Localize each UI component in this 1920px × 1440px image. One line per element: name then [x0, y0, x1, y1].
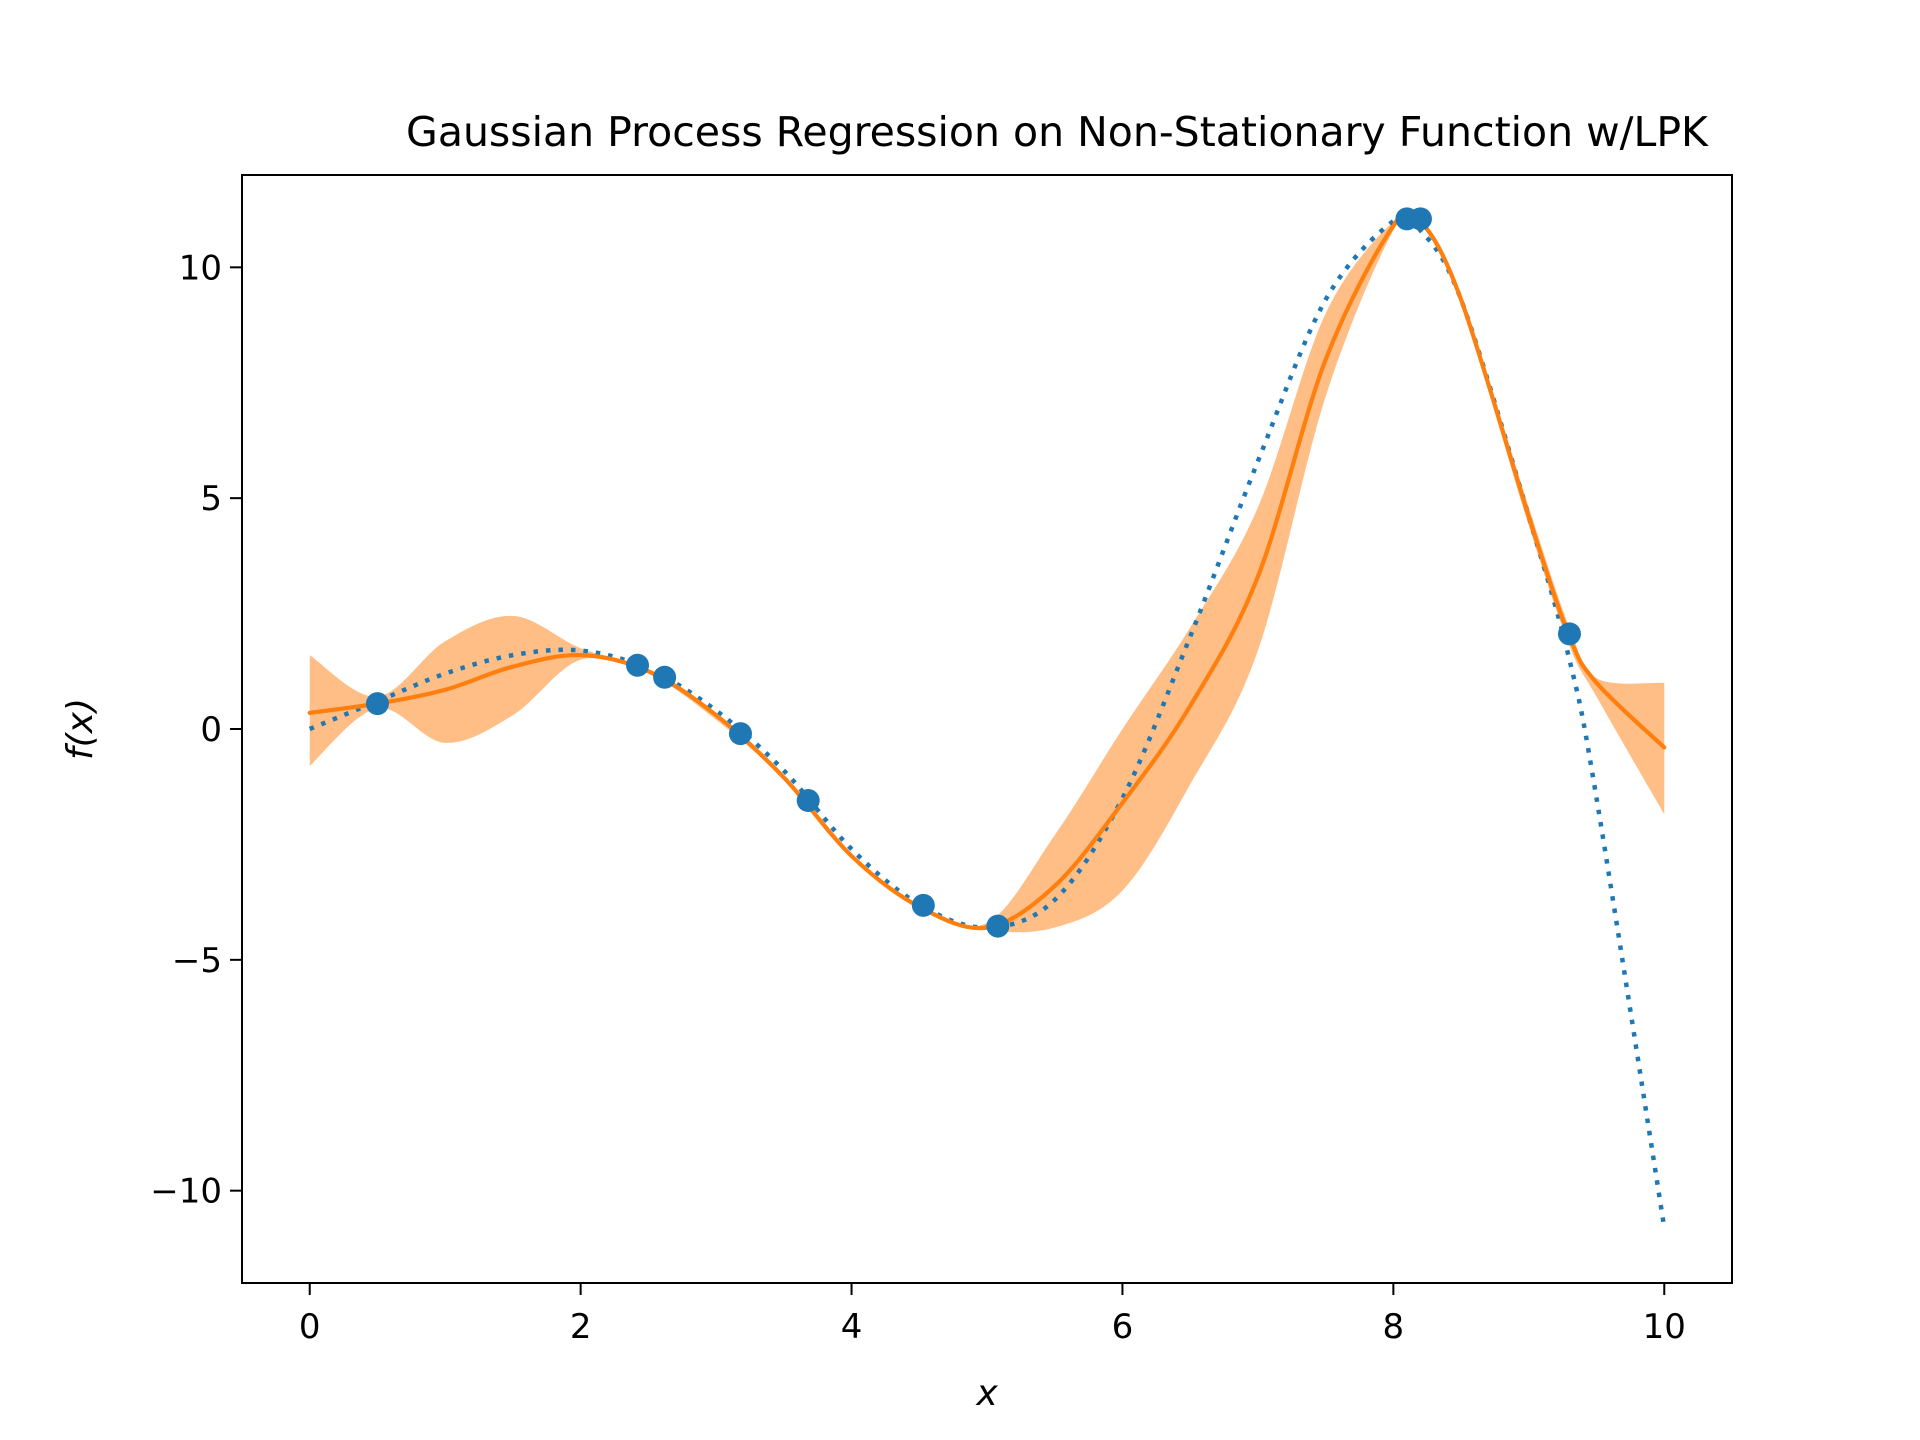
- x-axis-label: x: [975, 1373, 998, 1414]
- observation-point: [986, 914, 1010, 938]
- observation-point: [626, 653, 650, 677]
- y-axis-label: f(x): [60, 698, 101, 760]
- x-tick-label: 0: [299, 1307, 321, 1347]
- y-tick-label: 5: [200, 479, 222, 519]
- y-axis-label-group: f(x): [60, 698, 101, 760]
- y-tick-label: −5: [172, 941, 222, 981]
- uncertainty-band: [309, 209, 1665, 933]
- x-tick-label: 4: [841, 1307, 863, 1347]
- x-tick-label: 10: [1643, 1307, 1686, 1347]
- observation-point: [911, 893, 935, 917]
- x-tick-label: 8: [1383, 1307, 1405, 1347]
- y-tick-label: 10: [179, 248, 222, 288]
- observation-point: [1408, 207, 1432, 231]
- y-tick-label: −10: [150, 1172, 222, 1212]
- observation-point: [653, 665, 677, 689]
- x-axis-ticks: 0 2 4 6 8 10: [299, 1283, 1686, 1347]
- observation-point: [796, 789, 820, 813]
- x-tick-label: 6: [1112, 1307, 1134, 1347]
- y-axis-ticks: −10 −5 0 5 10: [150, 248, 242, 1212]
- y-tick-label: 0: [200, 710, 222, 750]
- observation-point: [1557, 622, 1581, 646]
- prediction-mean-line: [307, 208, 1667, 931]
- observation-point: [365, 692, 389, 716]
- observation-point: [728, 722, 752, 746]
- observations-layer: [365, 207, 1581, 938]
- chart-title: Gaussian Process Regression on Non-Stati…: [406, 108, 1709, 156]
- prediction-layer: [307, 208, 1667, 931]
- x-tick-label: 2: [570, 1307, 592, 1347]
- uncertainty-band-layer: [309, 209, 1665, 933]
